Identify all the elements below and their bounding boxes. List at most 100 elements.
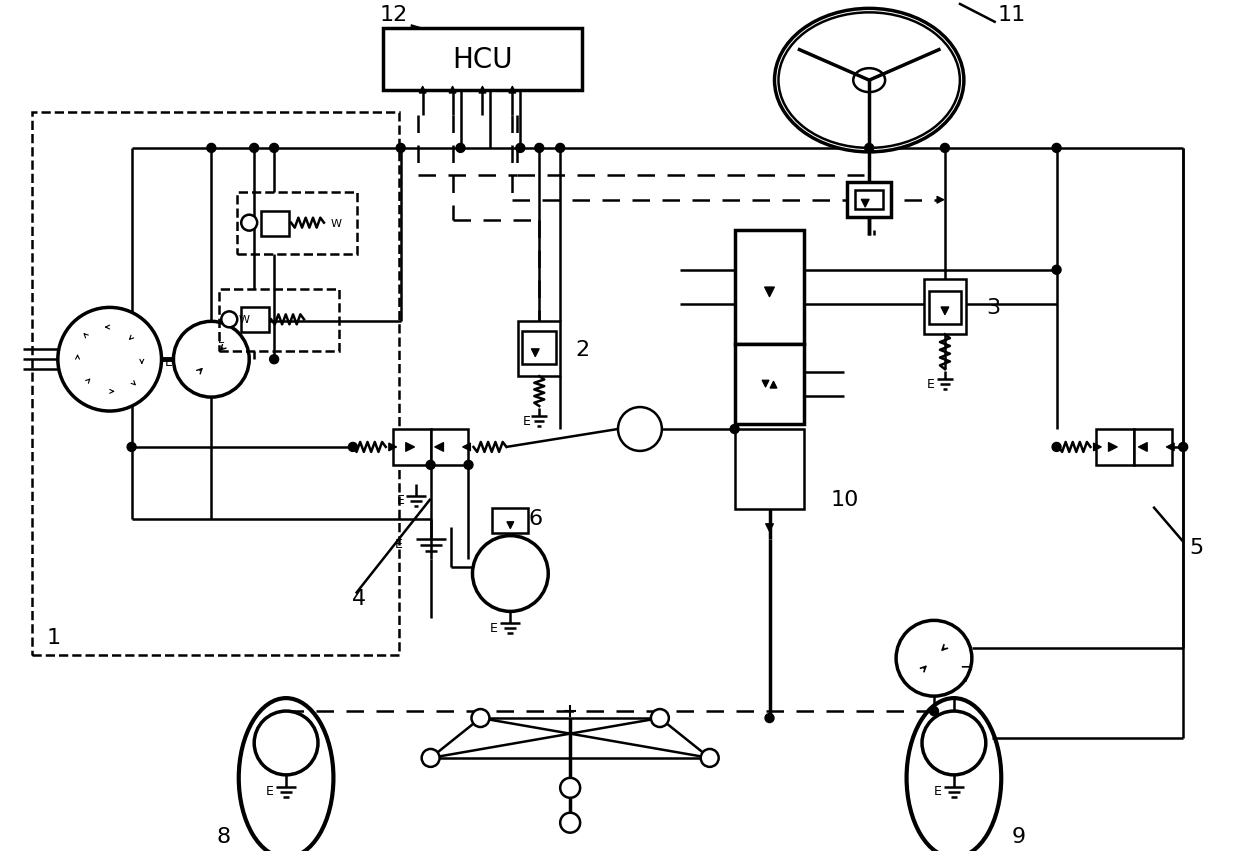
Bar [518, 322, 560, 377]
Polygon shape [434, 443, 444, 452]
Circle shape [618, 407, 662, 452]
Bar [383, 29, 582, 91]
Text: E: E [750, 437, 758, 450]
Circle shape [464, 461, 472, 469]
Ellipse shape [239, 699, 334, 852]
Text: 9: 9 [1012, 826, 1025, 846]
Circle shape [128, 443, 136, 452]
Polygon shape [449, 87, 456, 94]
Bar [242, 308, 269, 333]
Text: E: E [490, 621, 497, 634]
Bar [237, 193, 357, 254]
Circle shape [269, 144, 279, 153]
Text: 1: 1 [47, 628, 61, 648]
Bar [492, 508, 528, 533]
Circle shape [174, 322, 249, 398]
Polygon shape [1094, 443, 1101, 452]
Bar [734, 230, 805, 345]
Polygon shape [765, 524, 774, 532]
Circle shape [701, 749, 719, 767]
Bar [1096, 429, 1135, 465]
Text: HCU: HCU [453, 46, 512, 74]
Polygon shape [389, 443, 397, 452]
Text: 8: 8 [216, 826, 231, 846]
Text: 11: 11 [998, 5, 1025, 26]
Polygon shape [770, 382, 777, 389]
Circle shape [930, 707, 939, 716]
Text: 4: 4 [352, 589, 366, 608]
Text: E: E [928, 377, 935, 390]
Polygon shape [463, 443, 470, 452]
Bar [847, 182, 892, 217]
Circle shape [560, 778, 580, 797]
Circle shape [242, 216, 257, 232]
Ellipse shape [853, 69, 885, 93]
Polygon shape [531, 349, 539, 357]
Circle shape [397, 144, 405, 153]
Polygon shape [862, 200, 869, 208]
Circle shape [58, 308, 161, 412]
Circle shape [427, 461, 435, 469]
Text: L: L [165, 355, 172, 368]
Circle shape [207, 144, 216, 153]
Text: W: W [330, 218, 341, 228]
Circle shape [534, 144, 544, 153]
Circle shape [897, 620, 972, 696]
Circle shape [765, 714, 774, 722]
Ellipse shape [906, 699, 1001, 852]
Text: E: E [934, 785, 942, 797]
Circle shape [1179, 443, 1188, 452]
Circle shape [940, 144, 950, 153]
Circle shape [348, 443, 357, 452]
Bar [734, 345, 805, 424]
Polygon shape [763, 381, 769, 388]
Circle shape [472, 536, 548, 612]
Circle shape [249, 144, 259, 153]
Text: 7: 7 [959, 665, 973, 685]
Polygon shape [937, 197, 944, 204]
Polygon shape [1166, 443, 1174, 452]
Circle shape [560, 813, 580, 832]
Text: 12: 12 [379, 5, 408, 26]
Circle shape [651, 709, 668, 727]
Bar [262, 211, 289, 236]
Ellipse shape [775, 9, 963, 153]
Polygon shape [479, 87, 486, 94]
Polygon shape [1109, 443, 1117, 452]
Bar [32, 113, 399, 655]
Bar [393, 429, 430, 465]
Circle shape [422, 749, 440, 767]
Circle shape [556, 144, 564, 153]
Bar [924, 280, 966, 335]
Text: 2: 2 [575, 339, 589, 360]
Polygon shape [405, 443, 414, 452]
Text: 6: 6 [528, 508, 542, 528]
Text: 5: 5 [1189, 537, 1203, 557]
Polygon shape [419, 87, 427, 94]
Bar [430, 429, 469, 465]
Bar [522, 332, 557, 365]
Ellipse shape [779, 14, 960, 149]
Text: W: W [239, 315, 249, 325]
Bar [219, 290, 339, 352]
Text: 3: 3 [987, 297, 1001, 318]
Text: 10: 10 [830, 489, 858, 509]
Circle shape [516, 144, 525, 153]
Polygon shape [765, 288, 775, 297]
Circle shape [471, 709, 490, 727]
Circle shape [1052, 443, 1061, 452]
Circle shape [456, 144, 465, 153]
Circle shape [269, 355, 279, 365]
Circle shape [1052, 144, 1061, 153]
Polygon shape [941, 308, 949, 315]
Text: 4: 4 [513, 557, 527, 577]
Bar [929, 292, 961, 325]
Circle shape [864, 144, 874, 153]
Bar [856, 191, 883, 210]
Text: L: L [218, 335, 224, 345]
Text: E: E [267, 785, 274, 797]
Circle shape [254, 711, 317, 775]
Circle shape [923, 711, 986, 775]
Circle shape [730, 425, 739, 434]
Text: E: E [522, 414, 531, 427]
